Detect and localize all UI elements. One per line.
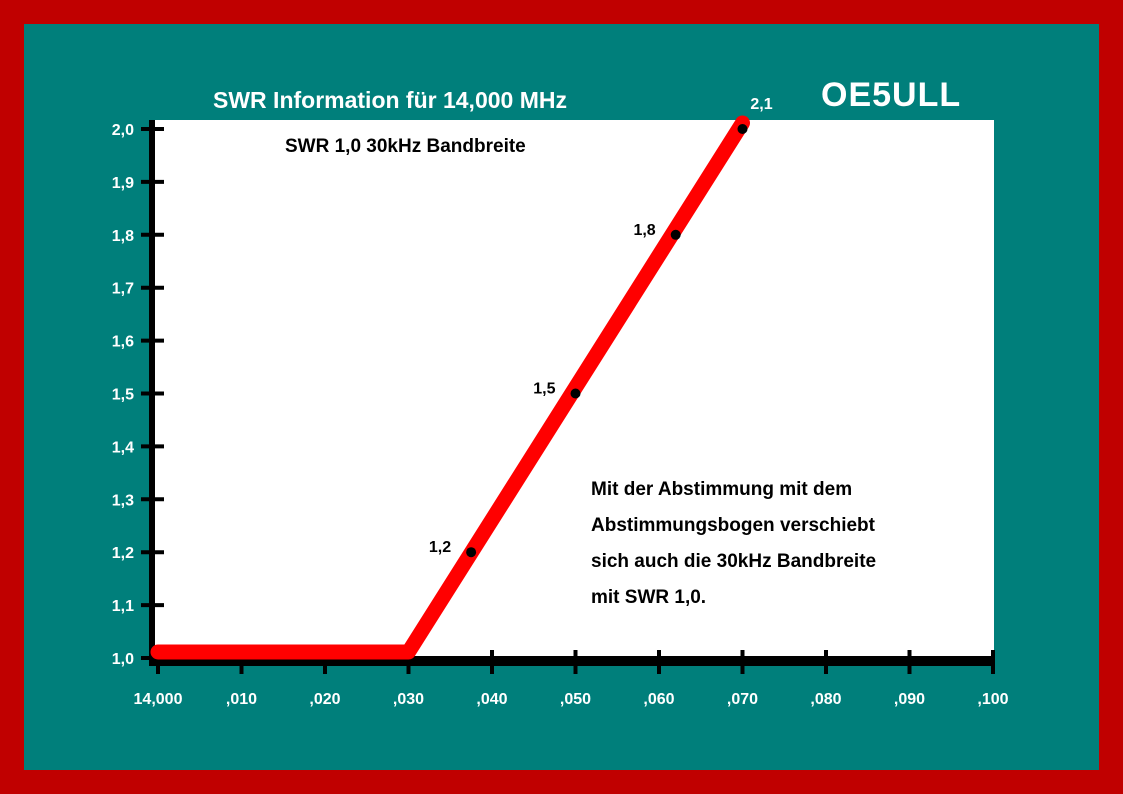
y-tick-label: 1,4 (112, 439, 134, 456)
x-tick-label: 14,000 (134, 691, 183, 708)
y-tick-label: 1,1 (112, 598, 134, 615)
data-point-label: 1,8 (633, 222, 655, 239)
data-point (570, 388, 581, 399)
x-tick-label: ,090 (894, 691, 925, 708)
y-tick-label: 1,8 (112, 228, 134, 245)
x-tick-label: ,080 (810, 691, 841, 708)
annotation-line: mit SWR 1,0. (591, 587, 707, 608)
annotation-text: Mit der Abstimmung mit dem Abstimmungsbo… (591, 472, 971, 616)
chart-subtitle: SWR 1,0 30kHz Bandbreite (285, 136, 526, 157)
x-tick-label: ,050 (560, 691, 591, 708)
data-point (670, 229, 681, 240)
x-tick-label: ,040 (476, 691, 507, 708)
data-point-label: 1,2 (429, 539, 451, 556)
y-tick-label: 1,2 (112, 545, 134, 562)
data-point-label: 1,5 (533, 381, 555, 398)
y-ticks: 1,0 1,1 1,2 1,3 1,4 1,5 1,6 1,7 1,8 1,9 2,0 (112, 122, 164, 668)
x-tick-label: ,100 (977, 691, 1008, 708)
annotation-line: Mit der Abstimmung mit dem (591, 479, 853, 500)
x-tick-label: ,030 (393, 691, 424, 708)
data-point (737, 124, 748, 134)
x-tick-label: ,070 (727, 691, 758, 708)
y-tick-label: 2,0 (112, 122, 134, 139)
y-tick-label: 1,9 (112, 175, 134, 192)
y-tick-label: 1,5 (112, 387, 134, 404)
swr-series-line (150, 115, 750, 660)
x-tick-label: ,010 (226, 691, 257, 708)
data-point (466, 547, 477, 558)
x-tick-label: ,060 (643, 691, 674, 708)
series-layer (150, 115, 750, 660)
annotation-line: sich auch die 30kHz Bandbreite (591, 551, 877, 572)
y-tick-label: 1,6 (112, 334, 134, 351)
annotation-line: Abstimmungsbogen verschiebt (591, 515, 875, 536)
y-tick-label: 1,3 (112, 492, 134, 509)
y-tick-label: 1,0 (112, 651, 134, 668)
y-tick-label: 1,7 (112, 281, 134, 298)
callsign: OE5ULL (821, 76, 962, 114)
x-tick-label: ,020 (309, 691, 340, 708)
chart-title: SWR Information für 14,000 MHz (213, 87, 567, 113)
points-layer: 1,2 1,5 1,8 2,1 (429, 96, 773, 558)
data-point-label: 2,1 (750, 96, 772, 113)
